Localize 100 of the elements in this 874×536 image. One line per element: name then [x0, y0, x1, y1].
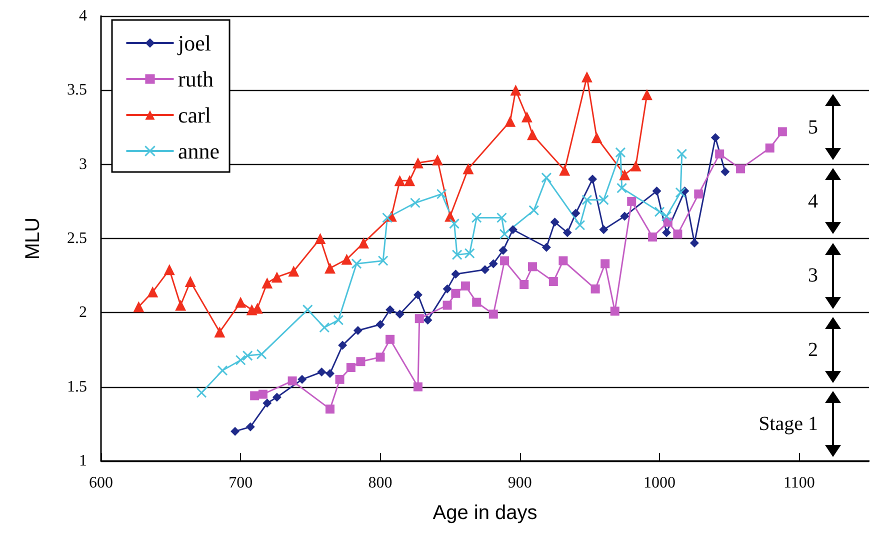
y-tick-label: 3.5: [67, 82, 87, 99]
x-axis-title: Age in days: [432, 502, 538, 524]
point: [175, 300, 186, 311]
point: [654, 206, 665, 218]
point: [581, 71, 592, 82]
point: [500, 256, 510, 266]
point: [235, 354, 246, 366]
point: [615, 147, 626, 158]
legend-label: carl: [178, 102, 211, 128]
point: [630, 160, 642, 172]
point: [574, 220, 586, 230]
point: [272, 392, 282, 402]
point: [423, 316, 432, 325]
point: [661, 211, 672, 222]
y-tick-label: 1.5: [67, 378, 87, 396]
point: [442, 284, 452, 294]
point: [541, 172, 552, 183]
point: [436, 188, 447, 200]
legend-label: joel: [177, 30, 211, 56]
point: [616, 182, 628, 194]
point: [449, 218, 460, 229]
point: [386, 334, 395, 344]
point: [196, 388, 207, 398]
point: [351, 258, 362, 269]
point: [675, 187, 686, 198]
point: [288, 376, 297, 386]
point: [314, 233, 326, 244]
point: [413, 382, 422, 392]
point: [582, 194, 592, 206]
point: [432, 154, 444, 166]
point: [262, 278, 273, 288]
point: [333, 314, 344, 326]
point: [341, 254, 352, 265]
point: [599, 225, 608, 234]
legend-label: anne: [178, 138, 220, 164]
point: [214, 326, 226, 338]
point: [499, 228, 510, 240]
point: [338, 340, 348, 350]
point: [413, 290, 422, 300]
point: [571, 208, 580, 218]
point: [662, 228, 672, 238]
point: [471, 212, 482, 223]
point: [528, 205, 540, 216]
point: [588, 174, 598, 184]
y-axis-title: MLU: [22, 217, 44, 260]
point: [488, 310, 498, 319]
point: [358, 237, 370, 248]
point: [246, 422, 255, 432]
y-tick-label: 4: [79, 8, 87, 24]
point: [591, 132, 602, 144]
point: [319, 322, 330, 333]
x-tick-label: 800: [368, 474, 392, 492]
point: [498, 246, 508, 255]
x-tick-label: 700: [228, 474, 253, 492]
point: [778, 127, 787, 136]
point: [184, 276, 196, 288]
point: [302, 304, 313, 315]
legend-label: ruth: [178, 66, 214, 92]
annotation: 5: [808, 116, 818, 138]
point: [562, 228, 572, 238]
point: [720, 167, 730, 176]
point: [676, 148, 688, 160]
point: [542, 242, 551, 252]
point: [488, 259, 498, 268]
point: [353, 326, 362, 335]
point: [648, 232, 658, 242]
point: [715, 149, 724, 158]
point: [451, 270, 460, 279]
point: [378, 256, 388, 266]
point: [694, 190, 704, 198]
point: [504, 116, 516, 127]
point: [230, 426, 240, 436]
point: [508, 225, 518, 234]
point: [558, 256, 568, 266]
point: [376, 320, 385, 330]
point: [526, 129, 538, 140]
point: [620, 212, 630, 221]
y-tick-label: 3: [79, 156, 87, 173]
point: [414, 314, 424, 324]
point: [464, 248, 475, 259]
point: [271, 272, 282, 283]
point: [736, 164, 746, 174]
point: [548, 277, 558, 286]
point: [462, 163, 474, 174]
y-tick-label: 2: [79, 304, 87, 322]
point: [395, 310, 404, 319]
point: [590, 284, 600, 294]
point: [410, 198, 420, 208]
point: [288, 266, 300, 277]
annotation: 3: [808, 264, 818, 287]
y-tick-label: 2.5: [67, 230, 87, 247]
point: [404, 175, 416, 186]
annotation: 4: [808, 190, 818, 212]
point: [610, 306, 620, 316]
point: [317, 368, 326, 376]
point: [451, 288, 460, 298]
point: [376, 352, 385, 362]
point: [326, 368, 335, 378]
point: [324, 262, 336, 274]
point: [386, 305, 395, 314]
